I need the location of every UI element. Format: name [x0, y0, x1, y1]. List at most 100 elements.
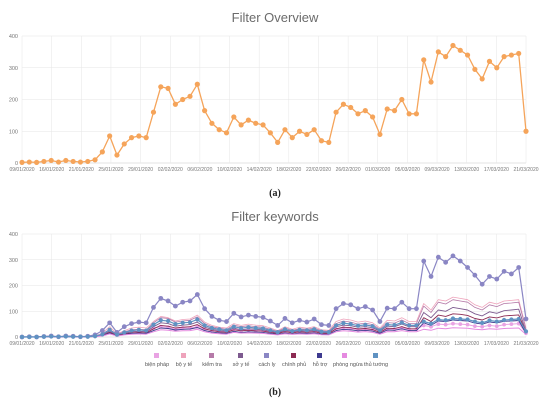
data-point: [508, 52, 514, 58]
y-tick-label: 0: [15, 335, 18, 341]
data-point: [450, 253, 456, 259]
data-point: [523, 128, 529, 134]
x-tick-label: 06/02/2020: [187, 341, 212, 347]
y-tick-label: 300: [9, 258, 18, 264]
legend-label: sở y tế: [232, 362, 250, 368]
data-point: [275, 139, 281, 145]
data-point: [421, 323, 426, 328]
data-point: [194, 81, 200, 87]
data-point: [501, 54, 507, 60]
data-point: [458, 322, 463, 327]
x-tick-label: 16/01/2020: [39, 167, 64, 173]
data-point: [414, 306, 419, 312]
data-point: [165, 318, 171, 324]
data-point: [63, 157, 69, 164]
data-point: [406, 306, 412, 312]
data-point: [231, 310, 237, 316]
chart-caption: (a): [269, 188, 281, 199]
chart-caption: (b): [268, 387, 282, 398]
data-point: [260, 326, 266, 331]
data-point: [399, 320, 404, 325]
data-point: [318, 138, 325, 144]
data-point: [516, 50, 522, 57]
y-tick-label: 200: [9, 98, 18, 104]
data-point: [480, 320, 485, 325]
data-point: [202, 323, 207, 328]
data-point: [209, 325, 215, 331]
data-point: [421, 319, 426, 324]
data-point: [487, 323, 492, 328]
data-point: [428, 321, 434, 326]
data-point: [290, 328, 295, 334]
data-point: [99, 328, 105, 333]
overview-plot: 0 100 200 300 400 09/01/2020 16/01/2020 21/01/2…: [9, 34, 539, 173]
data-point: [472, 324, 477, 329]
data-point: [216, 317, 222, 323]
data-point: [486, 58, 493, 64]
data-point: [355, 323, 361, 328]
data-point: [326, 323, 332, 328]
data-point: [494, 324, 499, 329]
chart-title: Filter Overview: [231, 10, 319, 25]
data-point: [523, 316, 529, 322]
data-point: [49, 334, 54, 339]
data-point: [180, 96, 186, 103]
data-point: [326, 330, 331, 335]
data-point: [509, 322, 514, 327]
legend-label: cách ly: [258, 362, 276, 368]
data-point: [451, 321, 455, 326]
data-point: [173, 322, 178, 327]
data-point: [92, 157, 98, 163]
data-point: [100, 332, 105, 337]
data-point: [267, 130, 273, 136]
series-line: [21, 296, 527, 338]
data-point: [107, 133, 113, 139]
x-tick-label: 02/02/2020: [158, 341, 183, 347]
data-point: [494, 65, 500, 71]
data-point: [136, 327, 141, 332]
data-point: [246, 325, 251, 330]
x-tick-label: 29/01/2020: [128, 167, 153, 173]
legend-swatch: [342, 353, 347, 358]
series-line: [21, 44, 527, 164]
data-point: [428, 79, 434, 85]
data-point: [370, 114, 376, 120]
data-point: [282, 127, 288, 133]
y-tick-label: 300: [9, 66, 18, 72]
data-point: [501, 268, 507, 274]
data-point: [333, 323, 339, 328]
data-point: [355, 306, 361, 312]
data-point: [333, 306, 339, 312]
data-point: [187, 93, 193, 99]
data-point: [238, 122, 244, 128]
data-point: [231, 114, 237, 120]
data-point: [143, 320, 149, 326]
data-point: [136, 319, 142, 325]
x-tick-label: 05/03/2020: [395, 341, 420, 347]
data-point: [172, 101, 178, 107]
data-point: [458, 316, 463, 322]
data-point: [436, 317, 441, 322]
data-point: [107, 320, 113, 326]
series-line: [21, 255, 527, 338]
legend-label: chính phủ: [282, 362, 307, 368]
legend-swatch: [291, 353, 296, 358]
data-point: [122, 330, 127, 335]
data-point: [150, 109, 157, 115]
x-tick-label: 21/01/2020: [69, 341, 94, 347]
x-tick-label: 29/01/2020: [128, 341, 153, 347]
data-point: [377, 328, 383, 333]
series-line: [22, 327, 527, 338]
data-point: [516, 316, 521, 322]
data-point: [48, 157, 54, 164]
series-line: [22, 317, 527, 338]
data-point: [209, 314, 215, 319]
data-point: [289, 135, 295, 141]
data-point: [443, 54, 449, 60]
legend-swatch: [154, 353, 159, 358]
data-point: [457, 258, 463, 264]
data-point: [363, 322, 368, 327]
data-point: [435, 254, 441, 260]
legend-label: kiểm tra: [202, 362, 222, 368]
data-point: [129, 321, 134, 327]
